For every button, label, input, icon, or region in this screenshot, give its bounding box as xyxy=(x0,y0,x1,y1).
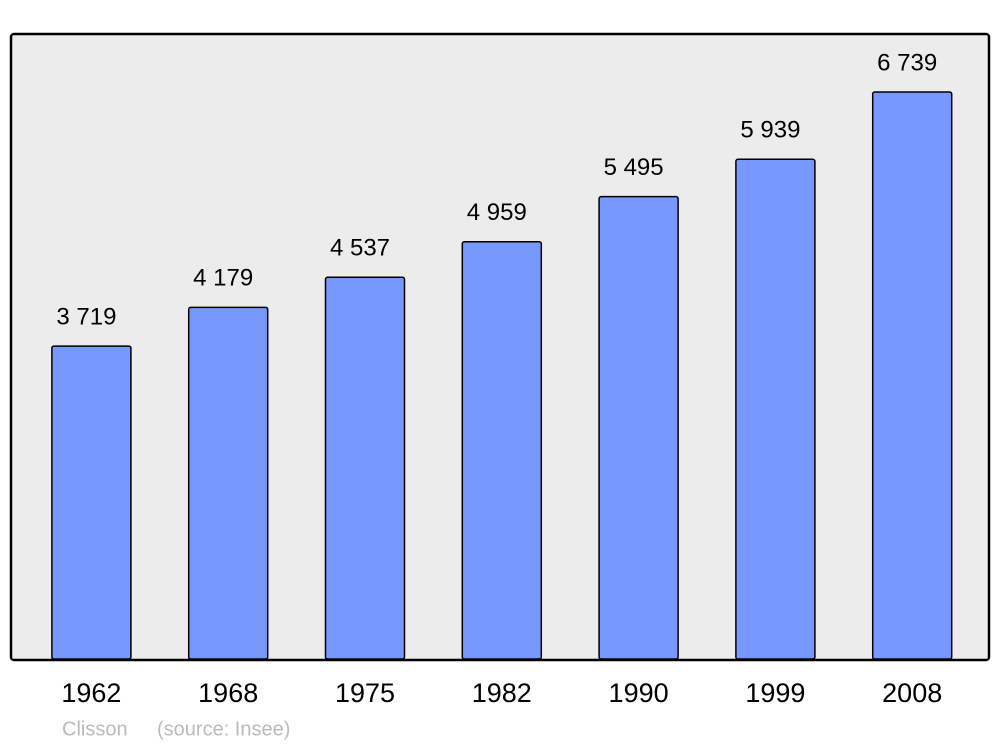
x-tick-label: 1975 xyxy=(335,678,395,708)
x-tick-label: 2008 xyxy=(882,678,942,708)
x-tick-label: 1999 xyxy=(745,678,805,708)
value-label: 3 719 xyxy=(56,303,116,330)
value-label: 5 939 xyxy=(740,117,800,144)
bar xyxy=(871,91,953,660)
x-tick-label: 1962 xyxy=(61,678,121,708)
x-tick-label: 1982 xyxy=(472,678,532,708)
value-label: 6 739 xyxy=(877,49,937,76)
bar xyxy=(187,306,269,660)
x-tick-label: 1990 xyxy=(609,678,669,708)
value-label: 4 959 xyxy=(467,199,527,226)
bar xyxy=(735,158,816,660)
bar xyxy=(324,276,406,660)
x-tick-label: 1968 xyxy=(198,678,258,708)
place-label: Clisson xyxy=(62,718,128,740)
bar xyxy=(598,195,679,660)
bar xyxy=(461,241,543,660)
source-label: (source: Insee) xyxy=(157,718,290,740)
value-label: 4 537 xyxy=(330,235,390,262)
value-label: 5 495 xyxy=(604,154,664,181)
bar xyxy=(51,345,132,660)
value-label: 4 179 xyxy=(193,265,253,292)
